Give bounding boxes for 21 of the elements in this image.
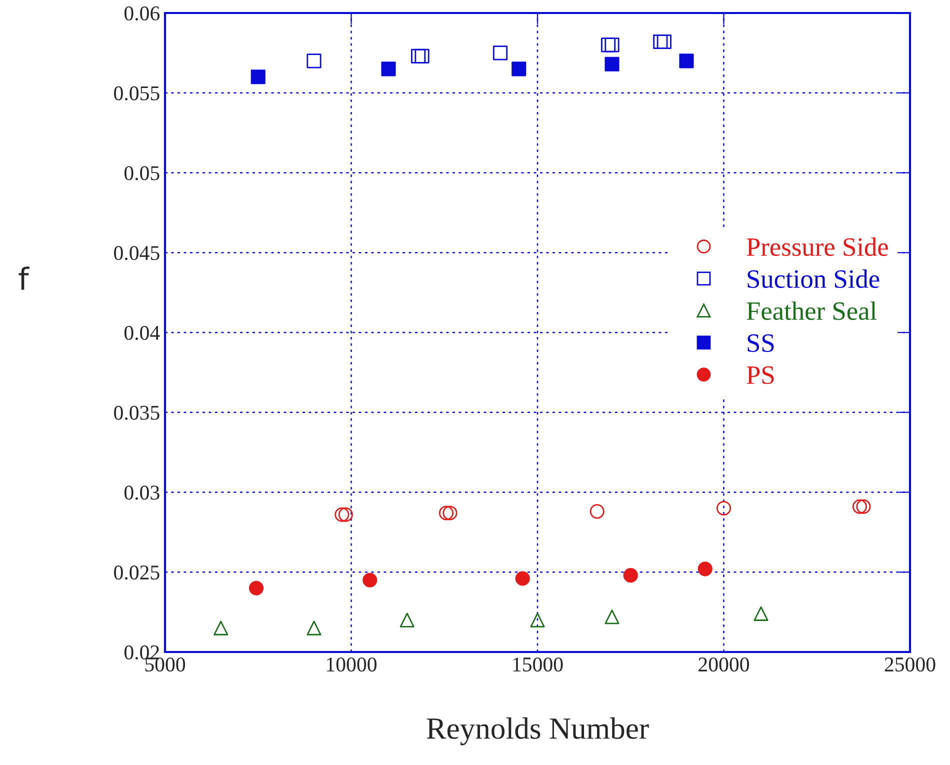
legend-label: SS bbox=[748, 334, 774, 352]
y-tick-label: 0.03 bbox=[124, 486, 160, 500]
legend-label: Suction Side bbox=[748, 269, 880, 288]
x-tick-label: 15000 bbox=[513, 657, 563, 672]
y-axis-title: f bbox=[18, 266, 30, 290]
y-tick-label: 0.055 bbox=[114, 86, 160, 100]
y-tick-label: 0.025 bbox=[114, 566, 160, 580]
x-tick-label: 20000 bbox=[698, 657, 749, 672]
y-tick-label: 0.045 bbox=[114, 246, 160, 260]
x-tick-label: 25000 bbox=[884, 657, 936, 672]
y-tick-label: 0.04 bbox=[124, 326, 160, 340]
legend-label: Pressure Side bbox=[746, 237, 888, 256]
legend-label: PS bbox=[746, 366, 774, 384]
x-tick-label: 5000 bbox=[145, 657, 186, 672]
legend-label: Feather Seal bbox=[746, 301, 877, 320]
y-tick-label: 0.02 bbox=[124, 645, 159, 660]
y-tick-label: 0.05 bbox=[124, 166, 160, 180]
y-tick-label: 0.035 bbox=[114, 406, 160, 420]
x-tick-label: 10000 bbox=[327, 657, 376, 672]
y-tick-label: 0.06 bbox=[124, 6, 160, 21]
x-axis-title: Reynolds Number bbox=[426, 717, 649, 746]
